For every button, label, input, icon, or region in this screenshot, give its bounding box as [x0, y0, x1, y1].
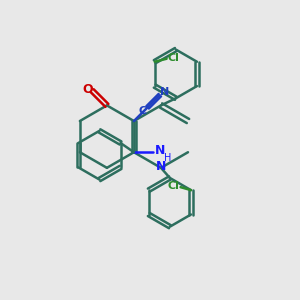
- Text: H: H: [164, 153, 172, 163]
- Text: Cl: Cl: [167, 53, 179, 63]
- Text: C: C: [139, 106, 147, 116]
- Text: N: N: [160, 87, 169, 97]
- Text: O: O: [82, 83, 93, 96]
- Text: N: N: [154, 144, 165, 157]
- Text: N: N: [156, 160, 166, 173]
- Text: Cl: Cl: [167, 181, 179, 191]
